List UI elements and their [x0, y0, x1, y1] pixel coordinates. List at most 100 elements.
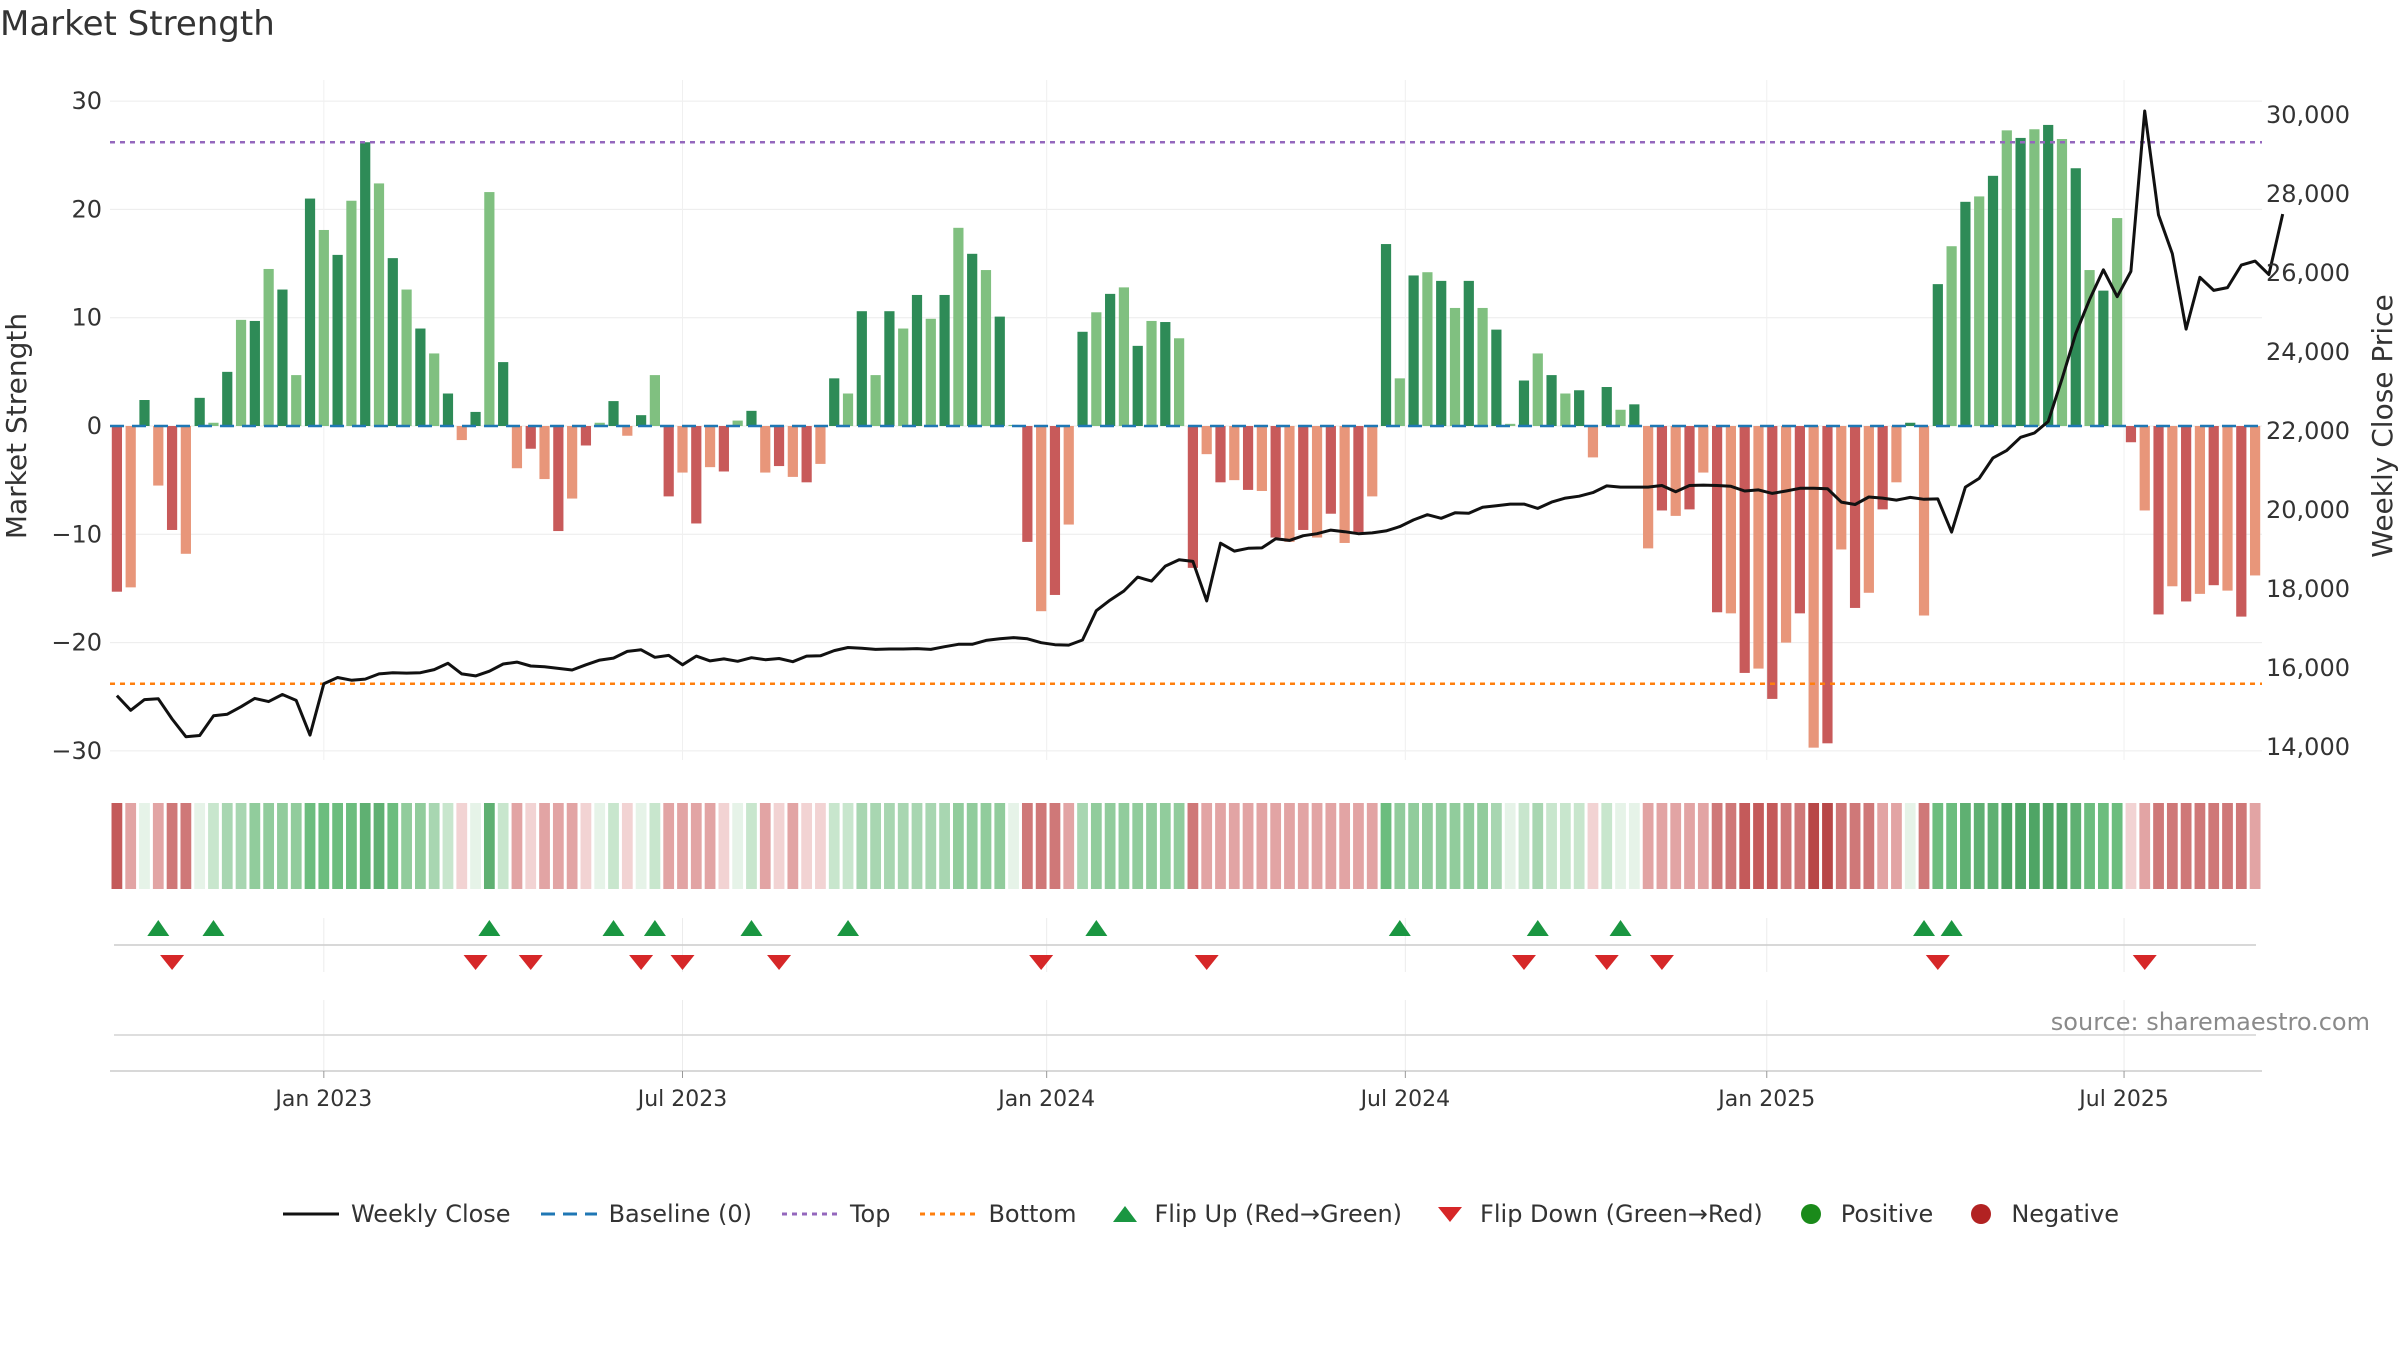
flip-up-marker: [1940, 920, 1963, 936]
strength-bar: [1380, 244, 1392, 426]
strength-bar: [608, 401, 619, 426]
strength-bar: [815, 426, 826, 464]
strength-bar: [1298, 426, 1309, 530]
strip-cell: [401, 803, 412, 889]
strength-bar: [842, 393, 854, 426]
strip-cell: [815, 803, 826, 889]
strength-bar: [1987, 175, 1999, 426]
legend-label: Bottom: [988, 1200, 1077, 1228]
strip-cell: [2125, 803, 2137, 889]
legend-label: Flip Down (Green→Red): [1480, 1200, 1763, 1228]
strength-bar: [594, 422, 605, 426]
strength-bar: [1684, 426, 1695, 510]
chart-legend: Weekly Close Baseline (0) Top Bottom Flip Up…: [0, 1200, 2400, 1228]
strip-cell: [1159, 803, 1171, 889]
flip-up-marker: [1609, 920, 1632, 936]
y2-tick-label: 24,000: [2266, 338, 2350, 366]
strength-bar: [1767, 426, 1778, 699]
strength-bar: [277, 289, 288, 426]
strip-cell: [415, 803, 426, 889]
strength-bar: [1367, 426, 1378, 497]
strength-bar: [856, 311, 867, 426]
strip-cell: [911, 803, 923, 889]
legend-item-negative: Negative: [1961, 1200, 2119, 1228]
strip-cell: [1104, 803, 1116, 889]
strength-bar: [1656, 426, 1668, 511]
strength-bar: [1270, 426, 1281, 538]
strip-cell: [1449, 803, 1461, 889]
chart-title: Market Strength: [0, 4, 275, 44]
strength-bar: [2181, 426, 2192, 602]
strip-cell: [1863, 803, 1875, 889]
weekly-close-layer: [115, 109, 2285, 739]
flip-up-marker: [1388, 920, 1411, 936]
y2-tick-label: 22,000: [2266, 417, 2350, 445]
strength-bar: [704, 426, 716, 468]
strength-bar: [153, 426, 164, 486]
strip-cell: [511, 803, 523, 889]
strip-cell: [318, 803, 330, 889]
strip-cell: [1615, 803, 1626, 889]
flip-up-marker: [1085, 920, 1108, 936]
strip-cell: [635, 803, 647, 889]
strength-bar: [801, 426, 812, 483]
strip-cell: [277, 803, 288, 889]
strength-bar: [925, 318, 936, 426]
strip-cell: [1146, 803, 1157, 889]
strip-cell: [552, 803, 564, 889]
strip-cell: [2208, 803, 2220, 889]
strength-bar: [980, 270, 992, 426]
strength-bar: [1505, 423, 1516, 426]
strip-cell: [2015, 803, 2026, 889]
strength-bar: [2125, 426, 2137, 443]
strip-cell: [746, 803, 757, 889]
y2-tick-label: 20,000: [2266, 496, 2350, 524]
strength-bar: [1863, 426, 1874, 593]
y2-tick-label: 16,000: [2266, 654, 2350, 682]
reference-lines: [110, 141, 2262, 686]
strip-cell: [1311, 803, 1323, 889]
y2-tick-label: 14,000: [2266, 733, 2350, 761]
flip-up-marker: [602, 920, 625, 936]
strength-bar: [1560, 393, 1571, 426]
strip-cell: [594, 803, 606, 889]
strength-bar: [1822, 426, 1833, 744]
legend-item-weekly-close: Weekly Close: [281, 1200, 511, 1228]
strip-cell: [677, 803, 688, 889]
y-tick-label: −30: [51, 737, 102, 765]
strength-bar: [2208, 426, 2219, 586]
y2-tick-label: 30,000: [2266, 101, 2350, 129]
flip-down-marker: [463, 955, 488, 970]
strength-bar: [994, 316, 1005, 426]
flip-up-marker: [643, 920, 666, 936]
strength-bar: [1408, 275, 1419, 426]
strip-cell: [1697, 803, 1709, 889]
legend-swatch: [780, 1204, 850, 1224]
strength-bar: [346, 200, 357, 426]
strength-bar: [1960, 201, 1971, 426]
strength-bar: [1229, 426, 1240, 481]
strip-cell: [428, 803, 440, 889]
strength-bar: [1201, 426, 1212, 455]
strip-cell: [1477, 803, 1488, 889]
strength-bar: [1311, 426, 1323, 538]
strip-cell: [525, 803, 537, 889]
y2-tick-label: 28,000: [2266, 180, 2350, 208]
strength-bar: [1215, 426, 1226, 483]
strip-cell: [1353, 803, 1364, 889]
strip-cell: [773, 803, 785, 889]
strength-bar: [2015, 137, 2026, 426]
strength-bar: [1532, 353, 1543, 426]
strength-bar: [1615, 409, 1626, 426]
strength-bar: [291, 375, 302, 426]
strip-cell: [1339, 803, 1351, 889]
strip-cell: [180, 803, 192, 889]
strength-bar: [498, 362, 509, 426]
strip-cell: [1891, 803, 1902, 889]
strip-cell: [980, 803, 992, 889]
strip-cell: [1877, 803, 1889, 889]
strength-bar: [884, 311, 895, 426]
strength-bar: [442, 393, 454, 426]
strip-cell: [1270, 803, 1282, 889]
strength-bar: [125, 426, 136, 588]
